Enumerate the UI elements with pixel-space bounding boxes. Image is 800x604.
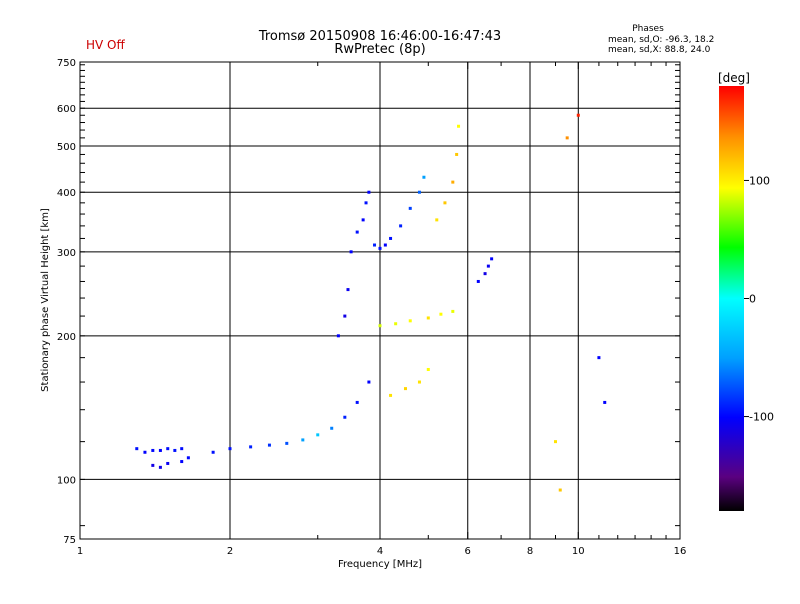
data-point [490, 257, 494, 261]
data-point [483, 272, 487, 276]
axis-ticks: 1 2 4 6 8 10 16 75 100 200 300 400 500 600 750 [57, 58, 686, 557]
y-tick-label: 75 [63, 535, 76, 546]
data-point [166, 461, 170, 465]
data-point [603, 400, 607, 404]
data-point [443, 201, 447, 205]
data-point [361, 218, 365, 222]
y-tick-label: 200 [57, 332, 76, 343]
data-point [455, 152, 459, 156]
data-point [343, 415, 347, 419]
data-point [173, 448, 177, 452]
grid [80, 62, 680, 539]
data-point [597, 356, 601, 360]
data-point [316, 433, 320, 437]
x-tick-label: 1 [77, 546, 83, 557]
data-point [378, 324, 382, 328]
x-tick-label: 8 [527, 546, 533, 557]
data-point [355, 400, 359, 404]
data-point [180, 460, 184, 464]
data-point [394, 322, 398, 326]
data-point [367, 190, 371, 194]
data-point [558, 488, 562, 492]
data-point [422, 175, 426, 179]
x-tick-label: 16 [674, 546, 687, 557]
data-point [426, 367, 430, 371]
stats-title: Phases [632, 24, 664, 34]
data-point [408, 206, 412, 210]
data-point [211, 450, 215, 454]
y-tick-label: 400 [57, 188, 76, 199]
data-point [378, 246, 382, 250]
data-point [553, 440, 557, 444]
y-tick-label: 600 [57, 104, 76, 115]
data-point [364, 201, 368, 205]
data-point [336, 334, 340, 338]
data-point [346, 288, 350, 292]
colorbar-unit-label: [deg] [718, 71, 750, 85]
chart-subtitle: RwPretec (8p) [334, 42, 425, 57]
data-point [158, 448, 162, 452]
data-point [417, 190, 421, 194]
data-point [426, 316, 430, 320]
data-point [486, 264, 490, 268]
data-point [451, 180, 455, 184]
data-point [166, 447, 170, 451]
data-point [417, 380, 421, 384]
y-axis-label: Stationary phase Virtual Height [km] [40, 208, 51, 392]
x-axis-label: Frequency [MHz] [338, 559, 422, 570]
data-point [389, 393, 393, 397]
data-point [383, 243, 387, 247]
colorbar [719, 86, 744, 511]
data-point [343, 314, 347, 318]
data-point [180, 447, 184, 451]
y-tick-label: 750 [57, 58, 76, 69]
data-points [135, 113, 607, 492]
x-tick-label: 6 [465, 546, 471, 557]
data-point [439, 312, 443, 316]
data-point [373, 243, 377, 247]
data-point [389, 236, 393, 240]
y-tick-label: 100 [57, 475, 76, 486]
data-point [186, 456, 190, 460]
data-point [367, 380, 371, 384]
stats-line-o: mean, sd,O: -96.3, 18.2 [608, 35, 714, 45]
data-point [408, 319, 412, 323]
colorbar-tick-label: 100 [749, 174, 770, 187]
colorbar-ticks: 100 0 -100 [744, 174, 774, 424]
data-point [228, 447, 232, 451]
data-point [399, 224, 403, 228]
data-point [576, 113, 580, 117]
data-point [143, 450, 147, 454]
data-point [435, 218, 439, 222]
data-point [285, 441, 289, 445]
data-point [476, 279, 480, 283]
data-point [301, 438, 305, 442]
data-point [135, 447, 139, 451]
data-point [451, 309, 455, 313]
colorbar-tick-label: -100 [749, 411, 774, 424]
chart-title: Tromsø 20150908 16:46:00-16:47:43 [258, 29, 501, 44]
y-tick-label: 500 [57, 142, 76, 153]
data-point [349, 250, 353, 254]
data-point [151, 463, 155, 467]
data-point [158, 465, 162, 469]
x-tick-label: 4 [377, 546, 383, 557]
data-point [355, 230, 359, 234]
data-point [249, 445, 253, 449]
data-point [267, 443, 271, 447]
x-tick-label: 2 [227, 546, 233, 557]
stats-line-x: mean, sd,X: 88.8, 24.0 [608, 45, 711, 55]
x-tick-label: 10 [572, 546, 585, 557]
data-point [457, 124, 461, 128]
data-point [403, 387, 407, 391]
data-point [565, 136, 569, 140]
data-point [151, 448, 155, 452]
colorbar-tick-label: 0 [749, 293, 756, 306]
hv-status: HV Off [86, 38, 125, 52]
y-tick-label: 300 [57, 248, 76, 259]
data-point [330, 426, 334, 430]
